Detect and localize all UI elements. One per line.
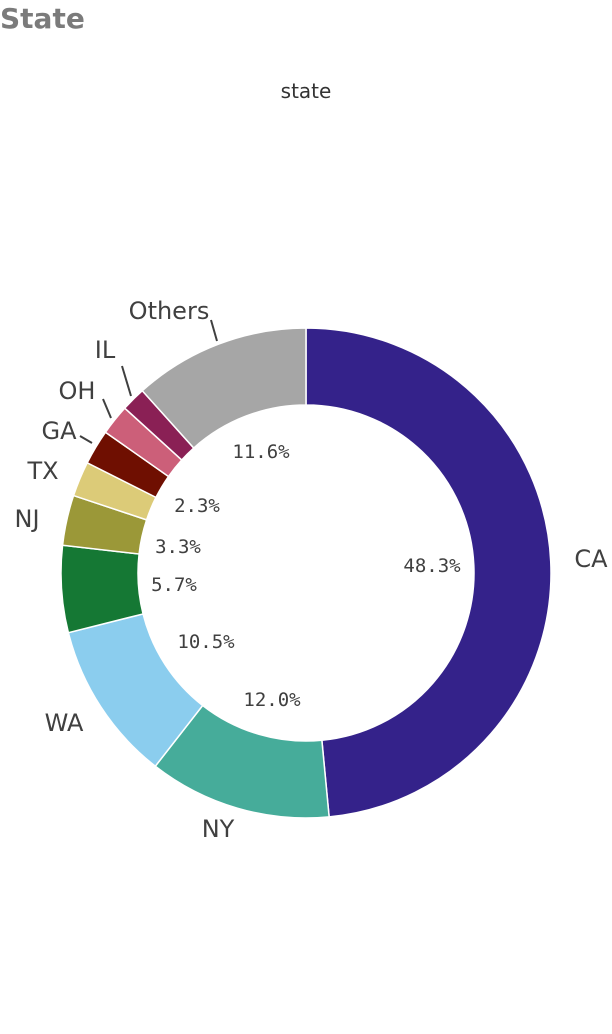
chart-value-labels: 48.3% 12.0% 10.5% 5.7% 3.3% 2.3% 11.6% bbox=[151, 441, 461, 711]
category-label-oh: OH bbox=[59, 377, 96, 405]
category-label-ny: NY bbox=[202, 815, 235, 843]
value-label: 48.3% bbox=[403, 555, 461, 577]
page-title: State bbox=[0, 2, 85, 35]
chart-title: state bbox=[281, 79, 332, 103]
leader-line-oh bbox=[102, 398, 112, 419]
category-label-others: Others bbox=[129, 297, 210, 325]
donut-slice-others bbox=[141, 327, 307, 450]
value-label: 11.6% bbox=[232, 441, 290, 463]
leader-line-others bbox=[210, 319, 218, 342]
value-label: 3.3% bbox=[155, 536, 201, 558]
leader-line-ga bbox=[79, 435, 93, 444]
value-label: 10.5% bbox=[177, 631, 235, 653]
chart-slices bbox=[60, 327, 552, 819]
category-label-ca: CA bbox=[574, 545, 608, 573]
category-label-ga: GA bbox=[41, 417, 77, 445]
donut-slice-ca bbox=[305, 327, 552, 818]
value-label: 12.0% bbox=[243, 689, 301, 711]
category-label-il: IL bbox=[95, 336, 116, 364]
category-label-tx: TX bbox=[26, 457, 58, 485]
leader-line-il bbox=[121, 365, 132, 397]
value-label: 2.3% bbox=[174, 495, 220, 517]
value-label: 5.7% bbox=[151, 574, 197, 596]
category-label-wa: WA bbox=[45, 709, 84, 737]
category-label-nj: NJ bbox=[14, 505, 39, 533]
chart-category-labels: CA NY WA NJ TX GA OH IL Others bbox=[14, 297, 608, 843]
